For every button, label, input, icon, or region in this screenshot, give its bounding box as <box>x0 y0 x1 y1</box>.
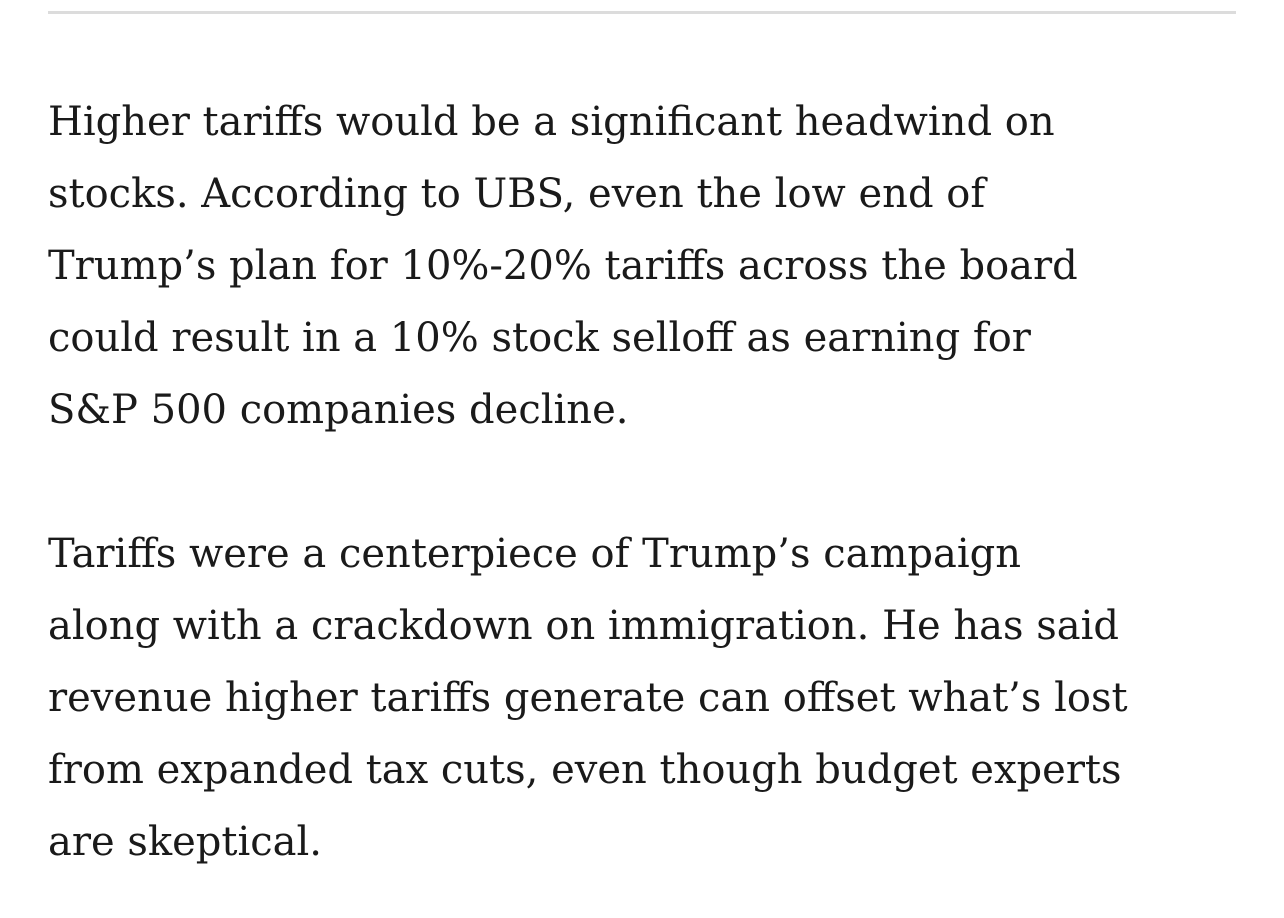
article-paragraph: Tariffs were a centerpiece of Trump’s ca… <box>48 518 1248 878</box>
article-paragraph: Higher tariffs would be a significant he… <box>48 86 1248 446</box>
paragraph-line: Tariffs were a centerpiece of Trump’s ca… <box>48 531 1021 577</box>
paragraph-line: S&P 500 companies decline. <box>48 387 629 433</box>
paragraph-line: Trump’s plan for 10%-20% tariffs across … <box>48 243 1078 289</box>
article-divider <box>48 11 1236 14</box>
paragraph-line: are skeptical. <box>48 819 323 865</box>
paragraph-line: could result in a 10% stock selloff as e… <box>48 315 1031 361</box>
paragraph-line: Higher tariffs would be a significant he… <box>48 99 1055 145</box>
paragraph-line: stocks. According to UBS, even the low e… <box>48 171 986 217</box>
paragraph-line: from expanded tax cuts, even though budg… <box>48 747 1122 793</box>
paragraph-line: along with a crackdown on immigration. H… <box>48 603 1119 649</box>
paragraph-line: revenue higher tariffs generate can offs… <box>48 675 1128 721</box>
